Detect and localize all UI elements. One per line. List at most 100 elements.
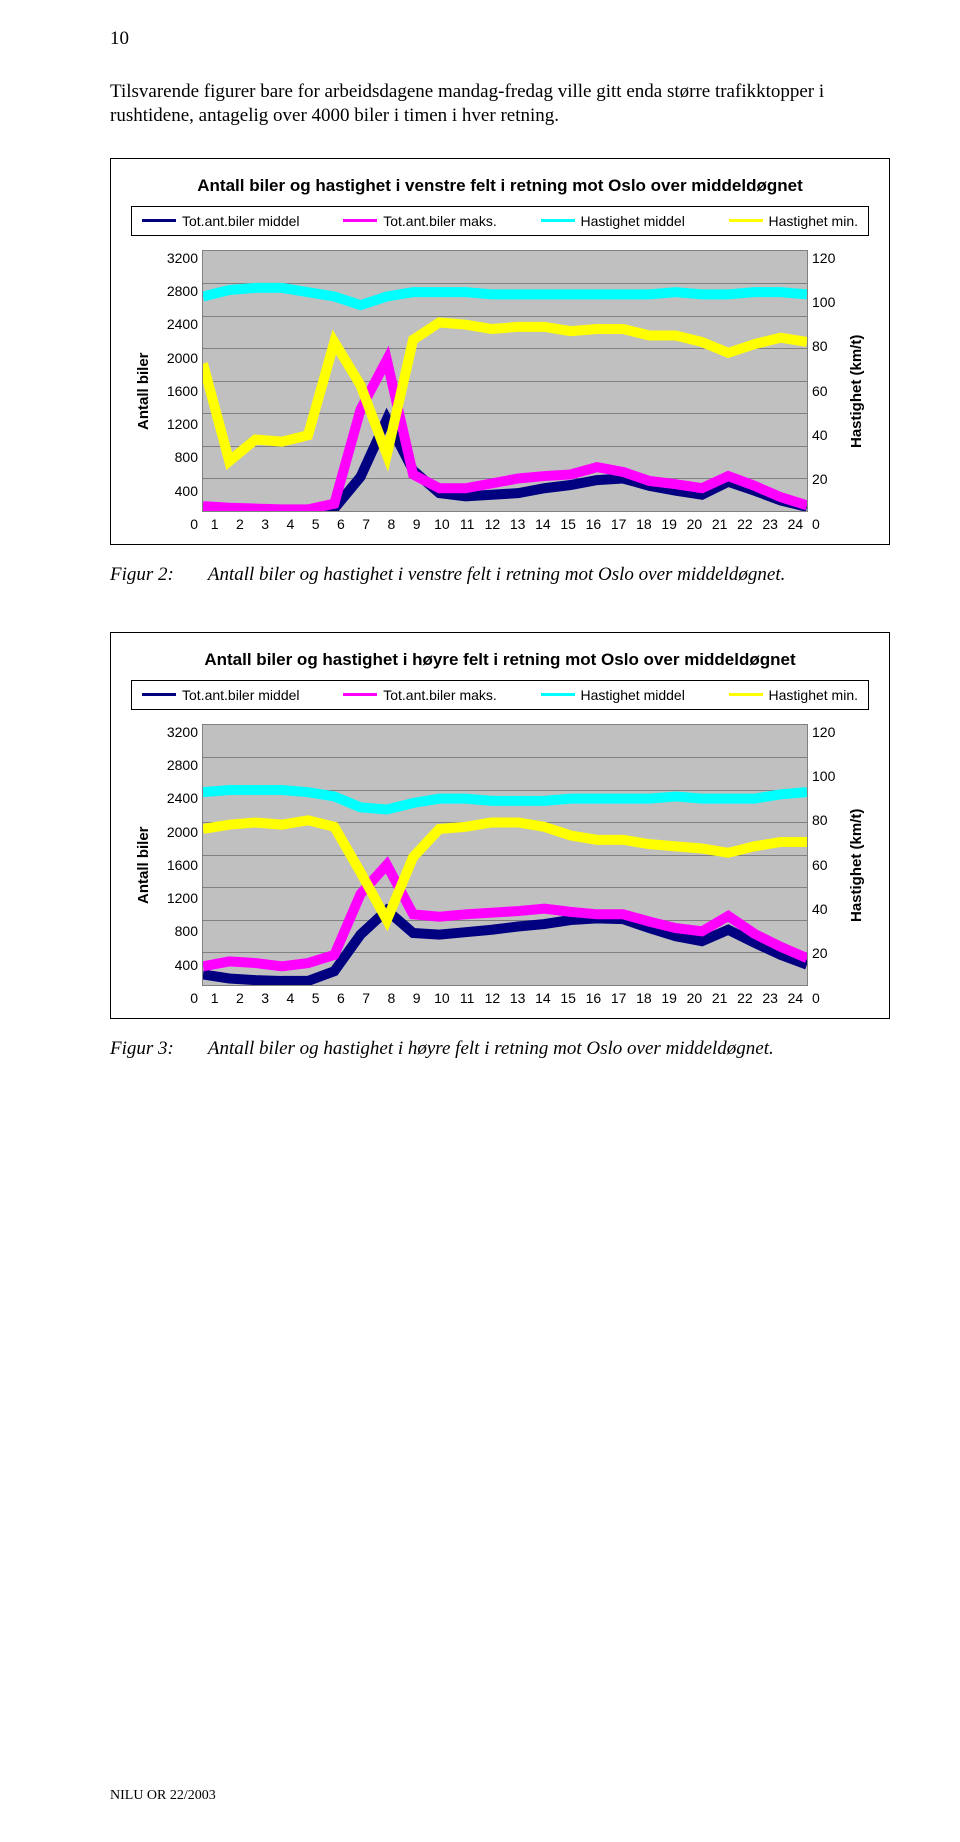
x-tick: 16 <box>581 990 606 1006</box>
x-tick: 17 <box>606 990 631 1006</box>
y-tick: 0 <box>812 516 846 532</box>
plot-svg <box>203 725 807 985</box>
chart-1-x-ticks: 123456789101112131415161718192021222324 <box>202 516 808 532</box>
y-tick: 80 <box>812 812 846 828</box>
chart-2-plot-container: 123456789101112131415161718192021222324 <box>202 724 808 1006</box>
legend-label: Hastighet middel <box>581 213 685 229</box>
y-tick: 120 <box>812 724 846 740</box>
x-tick: 12 <box>480 990 505 1006</box>
legend-item: Hastighet min. <box>729 213 858 229</box>
x-tick: 23 <box>758 990 783 1006</box>
chart-1-plot-row: Antall biler 320028002400200016001200800… <box>131 250 869 532</box>
chart-2-plot-area <box>202 724 808 986</box>
caption-1: Figur 2: Antall biler og hastighet i ven… <box>110 563 890 587</box>
chart-1-yleft-ticks: 3200280024002000160012008004000 <box>156 250 202 532</box>
y-tick: 100 <box>812 768 846 784</box>
y-tick: 2000 <box>156 350 198 366</box>
legend-swatch <box>729 693 763 696</box>
series-line <box>203 288 807 305</box>
y-tick: 40 <box>812 901 846 917</box>
x-tick: 10 <box>429 516 454 532</box>
x-tick: 2 <box>227 990 252 1006</box>
chart-1-yleft-label: Antall biler <box>131 250 156 532</box>
x-tick: 8 <box>379 516 404 532</box>
chart-1-yright-ticks: 120100806040200 <box>808 250 846 532</box>
x-tick: 7 <box>354 516 379 532</box>
chart-1-plot-container: 123456789101112131415161718192021222324 <box>202 250 808 532</box>
legend-item: Hastighet middel <box>541 213 685 229</box>
y-tick: 60 <box>812 383 846 399</box>
y-tick: 60 <box>812 857 846 873</box>
x-tick: 18 <box>631 990 656 1006</box>
caption-1-text: Antall biler og hastighet i venstre felt… <box>208 563 786 587</box>
x-tick: 14 <box>530 990 555 1006</box>
chart-1-title: Antall biler og hastighet i venstre felt… <box>131 175 869 196</box>
chart-2-yleft-label: Antall biler <box>131 724 156 1006</box>
x-tick: 22 <box>732 990 757 1006</box>
y-tick: 2400 <box>156 316 198 332</box>
y-tick: 40 <box>812 427 846 443</box>
legend-swatch <box>343 219 377 222</box>
x-tick: 2 <box>227 516 252 532</box>
chart-2-yleft-ticks: 3200280024002000160012008004000 <box>156 724 202 1006</box>
chart-1-plot-area <box>202 250 808 512</box>
x-tick: 5 <box>303 516 328 532</box>
y-tick: 2800 <box>156 757 198 773</box>
legend-swatch <box>541 219 575 222</box>
y-tick: 20 <box>812 945 846 961</box>
legend-item: Tot.ant.biler maks. <box>343 213 497 229</box>
y-tick: 0 <box>156 516 198 532</box>
series-line <box>203 322 807 461</box>
x-tick: 13 <box>505 990 530 1006</box>
y-tick: 0 <box>812 990 846 1006</box>
x-tick: 22 <box>732 516 757 532</box>
y-tick: 800 <box>156 923 198 939</box>
legend-swatch <box>142 693 176 696</box>
x-tick: 3 <box>253 516 278 532</box>
legend-swatch <box>142 219 176 222</box>
x-tick: 19 <box>657 990 682 1006</box>
x-tick: 1 <box>202 516 227 532</box>
legend-label: Tot.ant.biler maks. <box>383 687 497 703</box>
x-tick: 4 <box>278 516 303 532</box>
x-tick: 14 <box>530 516 555 532</box>
footer: NILU OR 22/2003 <box>110 1788 216 1804</box>
legend-item: Tot.ant.biler maks. <box>343 687 497 703</box>
x-tick: 15 <box>556 990 581 1006</box>
page: 10 Tilsvarende figurer bare for arbeidsd… <box>0 0 960 1842</box>
x-tick: 11 <box>455 516 480 532</box>
series-line <box>203 419 807 510</box>
x-tick: 18 <box>631 516 656 532</box>
x-tick: 21 <box>707 516 732 532</box>
y-tick: 0 <box>156 990 198 1006</box>
chart-2-plot-row: Antall biler 320028002400200016001200800… <box>131 724 869 1006</box>
legend-item: Hastighet middel <box>541 687 685 703</box>
chart-2-frame: Antall biler og hastighet i høyre felt i… <box>110 632 890 1019</box>
x-tick: 8 <box>379 990 404 1006</box>
x-tick: 5 <box>303 990 328 1006</box>
y-tick: 100 <box>812 294 846 310</box>
x-tick: 10 <box>429 990 454 1006</box>
y-tick: 1200 <box>156 416 198 432</box>
y-tick: 80 <box>812 338 846 354</box>
x-tick: 21 <box>707 990 732 1006</box>
y-tick: 1600 <box>156 857 198 873</box>
x-tick: 11 <box>455 990 480 1006</box>
legend-label: Hastighet min. <box>769 687 858 703</box>
intro-paragraph: Tilsvarende figurer bare for arbeidsdage… <box>110 80 890 128</box>
x-tick: 17 <box>606 516 631 532</box>
y-tick: 400 <box>156 957 198 973</box>
chart-1-yright-label: Hastighet (km/t) <box>846 250 869 532</box>
y-tick: 800 <box>156 449 198 465</box>
chart-2-yright-ticks: 120 100 80 60 40 20 0 <box>808 724 846 1006</box>
plot-svg <box>203 251 807 511</box>
x-tick: 16 <box>581 516 606 532</box>
chart-1-legend: Tot.ant.biler middelTot.ant.biler maks.H… <box>131 206 869 236</box>
y-tick: 2400 <box>156 790 198 806</box>
x-tick: 15 <box>556 516 581 532</box>
x-tick: 24 <box>783 516 808 532</box>
legend-swatch <box>541 693 575 696</box>
page-number: 10 <box>110 28 129 50</box>
x-tick: 12 <box>480 516 505 532</box>
legend-label: Hastighet middel <box>581 687 685 703</box>
